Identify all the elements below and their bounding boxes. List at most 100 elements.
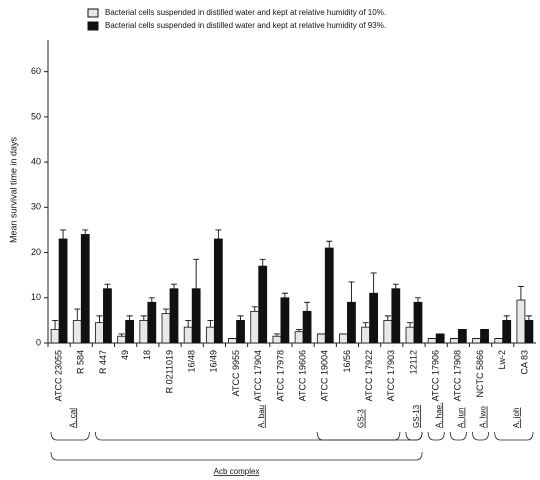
bar <box>80 234 90 344</box>
bar <box>472 338 481 344</box>
group-label: GS-13 <box>412 404 421 428</box>
bar <box>391 288 401 344</box>
x-tick-label: ATCC 17904 <box>253 350 263 401</box>
bar <box>524 319 534 344</box>
error-bar <box>362 322 369 328</box>
legend-swatch <box>87 8 99 18</box>
bar <box>103 288 112 344</box>
bar <box>369 292 379 344</box>
bar <box>494 338 504 344</box>
group-label: Acb complex <box>214 467 260 476</box>
bar <box>95 322 104 344</box>
bar <box>361 326 371 344</box>
error-bar <box>74 308 81 321</box>
x-tick-label: 16/48 <box>187 350 197 373</box>
bar <box>191 288 201 344</box>
bar <box>457 329 467 344</box>
error-bar <box>273 333 280 337</box>
y-tick-label: 30 <box>31 202 41 212</box>
x-tick-label: R 584 <box>76 350 86 374</box>
legend-label: Bacterial cells suspended in distilled w… <box>105 8 386 17</box>
x-tick-label: ATCC 17922 <box>364 350 374 401</box>
bar <box>502 319 512 344</box>
x-tick-label: CA 83 <box>519 350 529 375</box>
group-label: A. lwo <box>479 406 488 428</box>
error-bar <box>237 315 244 321</box>
error-bar <box>140 315 147 321</box>
x-tick-label: R 0211019 <box>164 350 174 393</box>
error-bar <box>384 315 391 321</box>
bar <box>294 331 304 344</box>
bar <box>516 299 526 344</box>
bar <box>449 338 459 344</box>
bar <box>427 338 437 344</box>
y-tick-label: 20 <box>31 247 41 257</box>
bar <box>302 310 312 344</box>
x-tick-label: 49 <box>120 350 130 360</box>
group-bracket <box>50 431 90 441</box>
x-tick-label: 12112 <box>408 350 418 374</box>
group-bracket <box>427 431 445 441</box>
error-bar <box>207 319 214 328</box>
error-bar <box>259 258 266 267</box>
y-tick-label: 10 <box>31 292 41 302</box>
error-bar <box>326 240 333 249</box>
group-label: A. hae. <box>434 403 443 428</box>
group-bracket <box>494 431 534 441</box>
x-tick-label: 16/56 <box>342 350 352 373</box>
group-label: A. cal <box>68 408 77 428</box>
bar <box>316 333 326 344</box>
error-bar <box>348 281 355 303</box>
y-tick-label: 40 <box>31 156 41 166</box>
x-tick-label: ATCC 9955 <box>231 350 241 396</box>
y-tick-label: 60 <box>31 66 41 76</box>
group-label: A. jun <box>456 408 465 428</box>
group-label: A. bau <box>257 405 266 428</box>
error-bar <box>170 283 177 289</box>
error-bar <box>525 315 532 321</box>
bar <box>480 329 489 344</box>
error-bar <box>185 319 192 328</box>
group-label: A. joh <box>512 408 521 428</box>
error-bar <box>82 229 89 235</box>
error-bar <box>414 297 421 303</box>
error-bar <box>118 333 125 337</box>
error-bar <box>392 283 399 289</box>
error-bar <box>104 283 111 289</box>
x-tick-label: ATCC 19004 <box>320 350 330 401</box>
bar <box>250 310 260 344</box>
bar <box>405 326 415 344</box>
x-tick-label: ATCC 17903 <box>386 350 396 401</box>
bar <box>125 319 135 344</box>
x-tick-label: ATCC 17906 <box>431 350 441 401</box>
legend-swatch <box>87 21 99 31</box>
error-bar <box>503 315 510 321</box>
x-tick-label: ATCC 19606 <box>297 350 307 401</box>
bar <box>50 329 60 344</box>
error-bar <box>281 292 288 298</box>
error-bar <box>126 315 133 321</box>
bar <box>383 319 393 344</box>
group-label: GS-3 <box>357 409 366 428</box>
x-tick-label: Lw-2 <box>497 350 507 370</box>
bar <box>139 319 149 344</box>
bar <box>228 338 237 344</box>
y-tick-label: 0 <box>36 337 41 347</box>
bar <box>58 238 68 344</box>
error-bar <box>251 306 258 312</box>
group-bracket <box>50 451 423 461</box>
bar <box>213 238 223 344</box>
error-bar <box>517 286 524 301</box>
error-bar <box>148 297 155 303</box>
error-bar <box>215 229 222 239</box>
bar <box>161 313 171 344</box>
x-tick-label: R 447 <box>98 350 108 374</box>
group-bracket <box>316 431 401 441</box>
bar <box>339 333 348 344</box>
bar <box>236 319 245 344</box>
bar <box>205 326 215 344</box>
bar <box>272 335 282 344</box>
group-bracket <box>405 431 423 441</box>
error-bar <box>304 301 311 312</box>
bar <box>435 333 445 344</box>
